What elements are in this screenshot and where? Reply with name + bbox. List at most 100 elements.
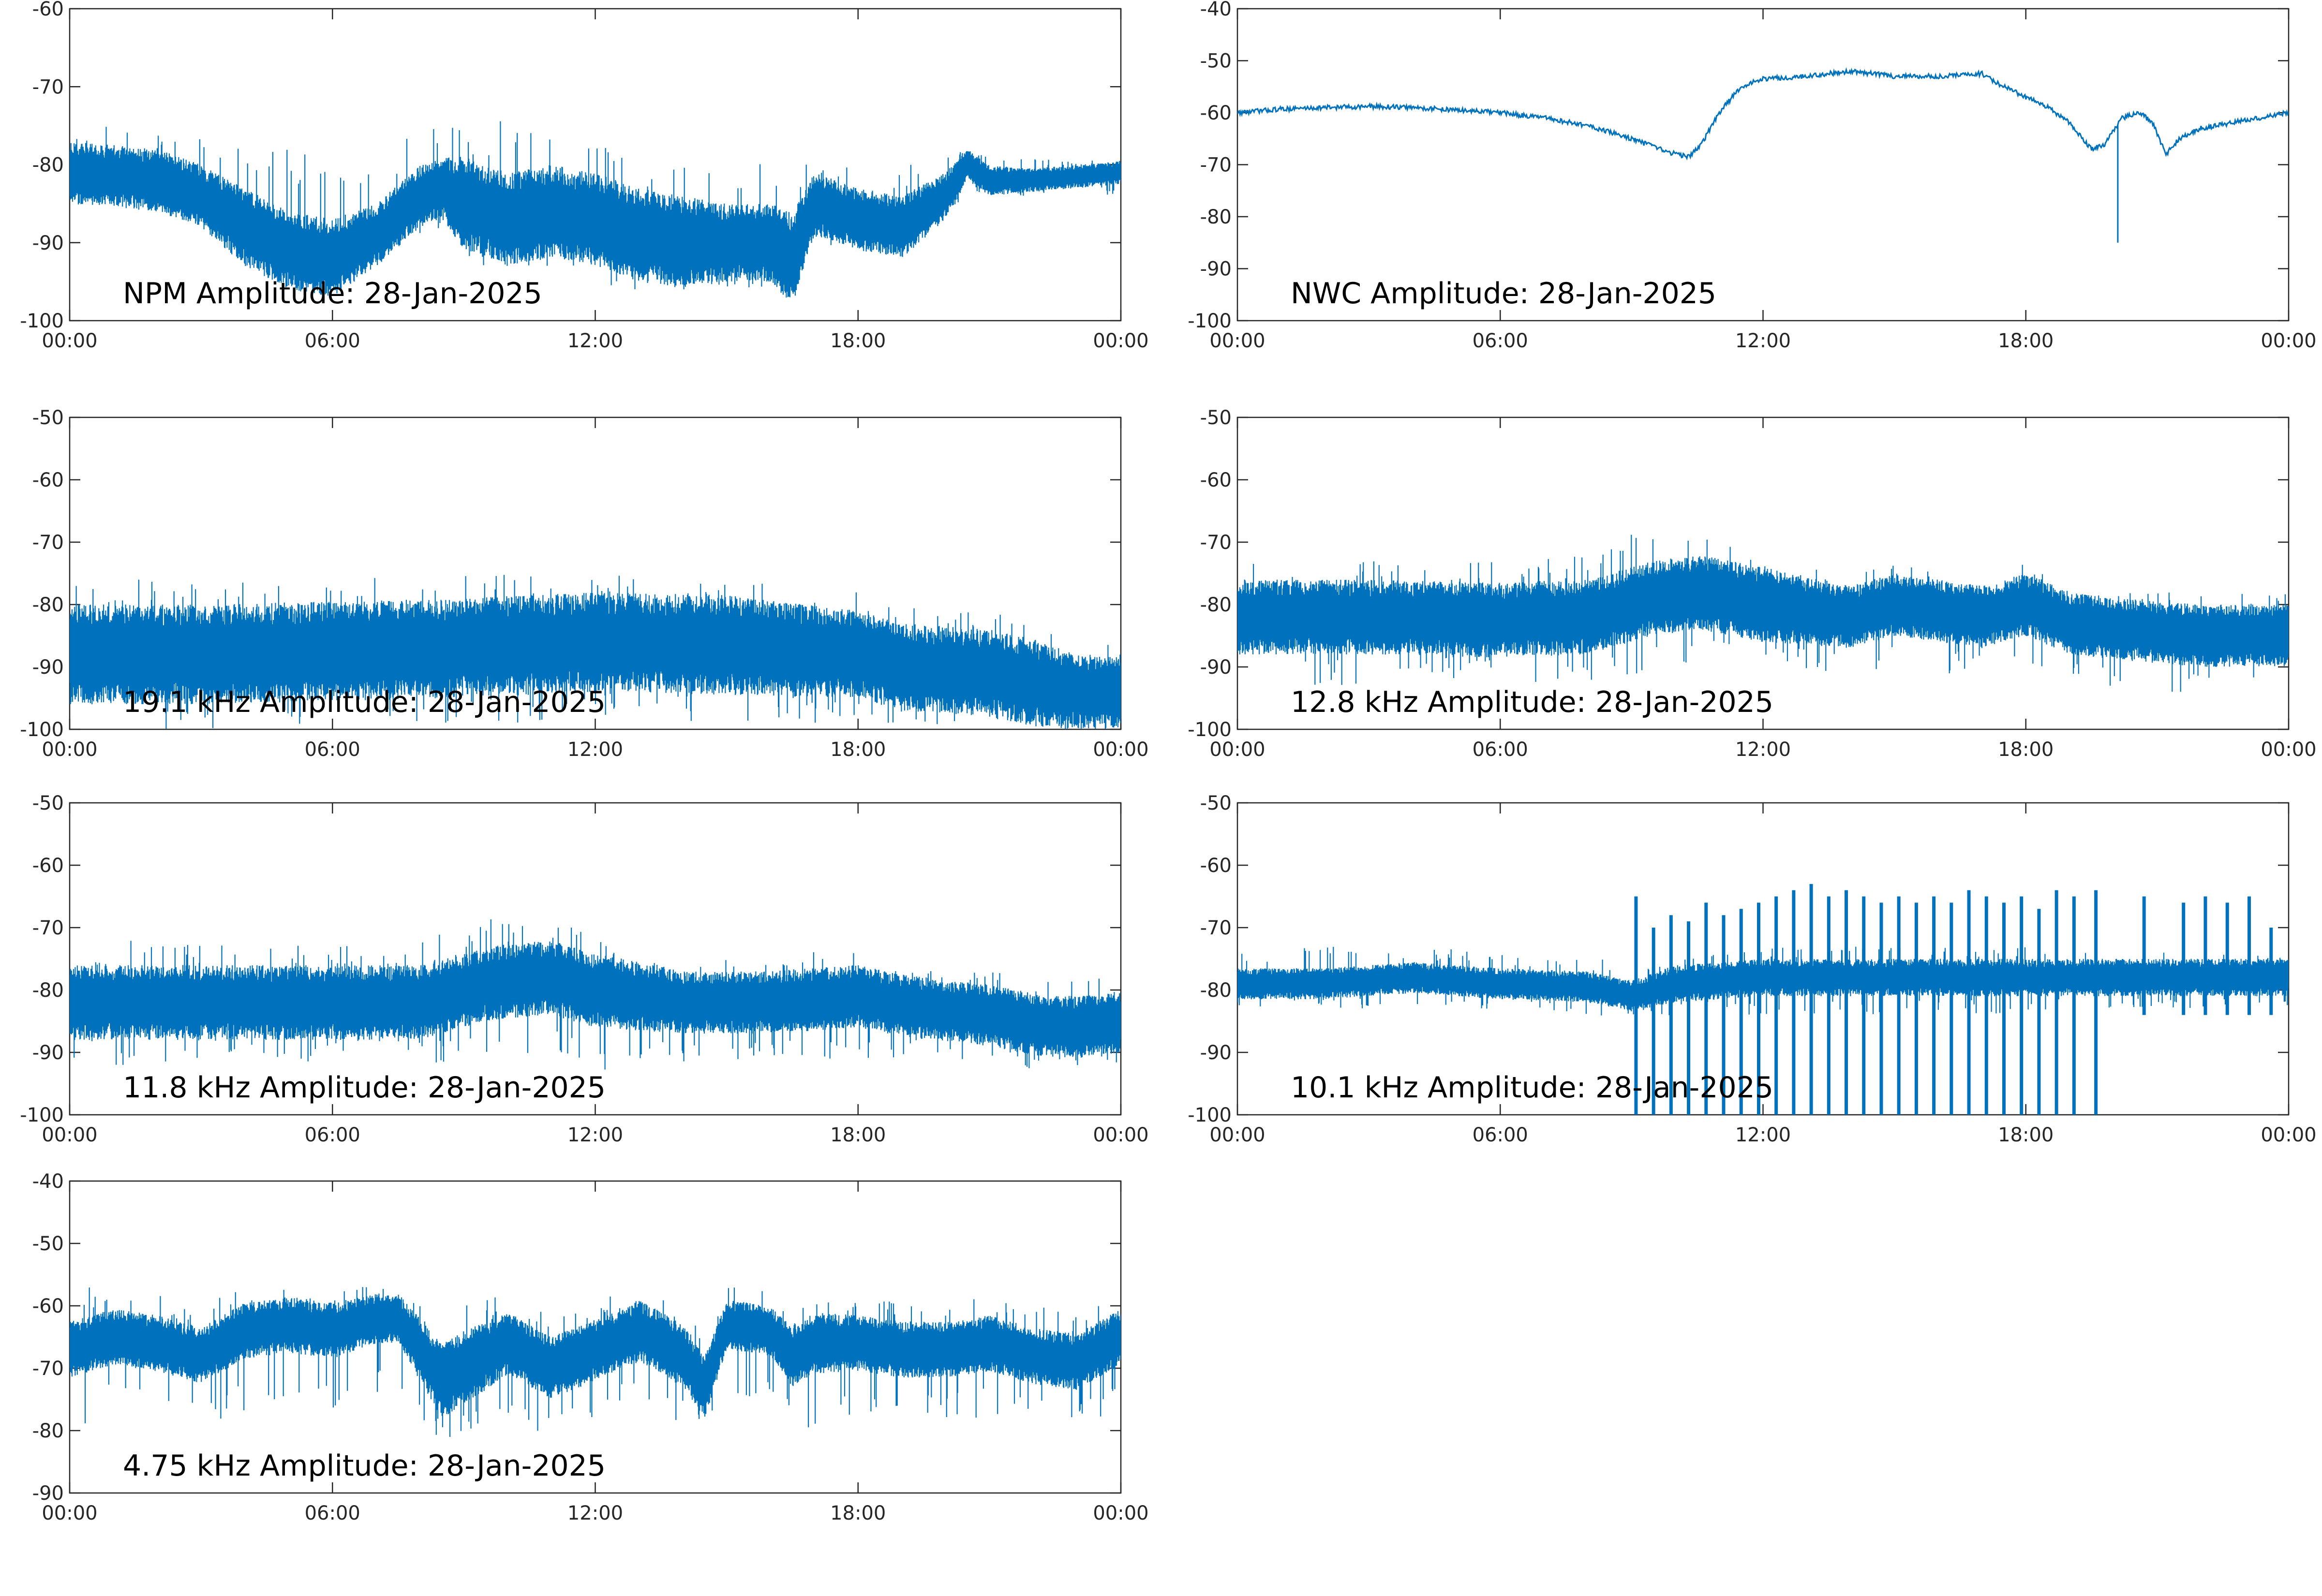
y-tick-label: -60	[32, 855, 64, 877]
x-tick-label: 18:00	[1998, 330, 2054, 352]
y-tick-label: -60	[32, 1295, 64, 1317]
x-tick-label: 00:00	[1093, 1124, 1148, 1146]
axes-frame	[1236, 416, 2290, 730]
series-band	[1237, 534, 2289, 692]
series-band	[70, 919, 1121, 1070]
y-tick-label: -60	[32, 0, 64, 20]
panel-label: 10.1 kHz Amplitude: 28-Jan-2025	[1291, 1071, 1773, 1105]
y-tick-label: -70	[32, 532, 64, 554]
axes-frame	[1236, 8, 2290, 322]
panel-label: 4.75 kHz Amplitude: 28-Jan-2025	[123, 1449, 606, 1483]
x-tick-label: 18:00	[1998, 1124, 2054, 1146]
x-tick-label: 06:00	[1473, 1124, 1528, 1146]
y-tick-label: -80	[32, 594, 64, 616]
y-tick-label: -80	[1200, 979, 1232, 1002]
x-tick-label: 00:00	[2261, 739, 2316, 761]
axes-frame	[1236, 802, 2290, 1116]
y-tick-label: -50	[32, 407, 64, 429]
y-tick-label: -80	[1200, 594, 1232, 616]
x-tick-label: 18:00	[830, 1124, 886, 1146]
y-tick-label: -80	[32, 1420, 64, 1442]
panel-label: NPM Amplitude: 28-Jan-2025	[123, 277, 542, 310]
x-tick-label: 00:00	[1209, 739, 1265, 761]
y-tick-label: -90	[1200, 1042, 1232, 1064]
y-tick-label: -90	[32, 232, 64, 254]
y-tick-label: -50	[1200, 792, 1232, 814]
x-tick-label: 00:00	[42, 739, 97, 761]
panel-label: 11.8 kHz Amplitude: 28-Jan-2025	[123, 1071, 606, 1105]
chart-panel-3: 00:00 06:00 12:00 18:00 00:00-100-90-80-70-6…	[20, 407, 1148, 761]
y-tick-label: -100	[20, 1104, 64, 1126]
chart-panel-6: 00:00 06:00 12:00 18:00 00:00-100-90-80-70-6…	[1188, 792, 2316, 1146]
chart-panel-4: 00:00 06:00 12:00 18:00 00:00-100-90-80-70-6…	[1188, 407, 2316, 761]
x-tick-label: 00:00	[42, 330, 97, 352]
y-tick-label: -100	[1188, 719, 1232, 741]
chart-panel-2: 00:00 06:00 12:00 18:00 00:00-100-90-80-70-6…	[1188, 0, 2316, 352]
y-tick-label: -60	[1200, 469, 1232, 491]
chart-panel-5: 00:00 06:00 12:00 18:00 00:00-100-90-80-70-6…	[20, 792, 1148, 1146]
y-tick-label: -80	[1200, 206, 1232, 228]
panel-label: 12.8 kHz Amplitude: 28-Jan-2025	[1291, 685, 1773, 719]
x-tick-label: 18:00	[830, 1502, 886, 1524]
y-tick-label: -40	[32, 1170, 64, 1193]
y-tick-label: -70	[1200, 154, 1232, 177]
x-tick-label: 18:00	[830, 330, 886, 352]
y-tick-label: -50	[32, 1233, 64, 1255]
series-band	[70, 575, 1121, 729]
y-tick-label: -50	[1200, 407, 1232, 429]
series-band	[70, 121, 1121, 298]
y-tick-label: -100	[1188, 310, 1232, 332]
y-tick-label: -90	[32, 1482, 64, 1505]
x-tick-label: 00:00	[1093, 1502, 1148, 1524]
y-tick-label: -60	[1200, 855, 1232, 877]
x-tick-label: 12:00	[567, 330, 623, 352]
y-tick-label: -100	[1188, 1104, 1232, 1126]
x-tick-label: 00:00	[42, 1502, 97, 1524]
x-tick-label: 00:00	[2261, 330, 2316, 352]
x-tick-label: 00:00	[1093, 330, 1148, 352]
x-tick-label: 06:00	[1473, 739, 1528, 761]
axes-frame	[69, 8, 1122, 322]
x-tick-label: 12:00	[1735, 1124, 1791, 1146]
series-line	[1237, 67, 2289, 161]
panel-label: 19.1 kHz Amplitude: 28-Jan-2025	[123, 685, 606, 719]
y-tick-label: -100	[20, 719, 64, 741]
y-tick-label: -80	[32, 154, 64, 177]
y-tick-label: -60	[32, 469, 64, 491]
x-tick-label: 00:00	[1209, 1124, 1265, 1146]
y-tick-label: -70	[1200, 917, 1232, 939]
x-tick-label: 06:00	[305, 739, 360, 761]
panel-label: NWC Amplitude: 28-Jan-2025	[1291, 277, 1716, 310]
y-tick-label: -80	[32, 979, 64, 1002]
y-tick-label: -90	[32, 656, 64, 679]
chart-panel-7: 00:00 06:00 12:00 18:00 00:00-90-80-70-60-50…	[32, 1170, 1149, 1524]
x-tick-label: 00:00	[1209, 330, 1265, 352]
y-tick-label: -100	[20, 310, 64, 332]
y-tick-label: -50	[1200, 50, 1232, 73]
axes-frame	[69, 802, 1122, 1116]
x-tick-label: 18:00	[1998, 739, 2054, 761]
y-tick-label: -40	[1200, 0, 1232, 20]
y-tick-label: -70	[32, 1358, 64, 1380]
y-tick-label: -60	[1200, 102, 1232, 124]
x-tick-label: 12:00	[1735, 330, 1791, 352]
x-tick-label: 00:00	[1093, 739, 1148, 761]
x-tick-label: 06:00	[305, 1502, 360, 1524]
x-tick-label: 12:00	[567, 1502, 623, 1524]
y-tick-label: -90	[32, 1042, 64, 1064]
x-tick-label: 06:00	[305, 330, 360, 352]
x-tick-label: 06:00	[1473, 330, 1528, 352]
x-tick-label: 00:00	[2261, 1124, 2316, 1146]
y-tick-label: -70	[32, 917, 64, 939]
x-tick-label: 12:00	[567, 1124, 623, 1146]
series-band	[70, 1287, 1121, 1437]
y-tick-label: -90	[1200, 258, 1232, 281]
x-tick-label: 00:00	[42, 1124, 97, 1146]
y-tick-label: -90	[1200, 656, 1232, 679]
x-tick-label: 18:00	[830, 739, 886, 761]
y-tick-label: -50	[32, 792, 64, 814]
chart-panel-1: 00:00 06:00 12:00 18:00 00:00-100-90-80-70-6…	[20, 0, 1148, 352]
y-tick-label: -70	[1200, 532, 1232, 554]
x-tick-label: 06:00	[305, 1124, 360, 1146]
